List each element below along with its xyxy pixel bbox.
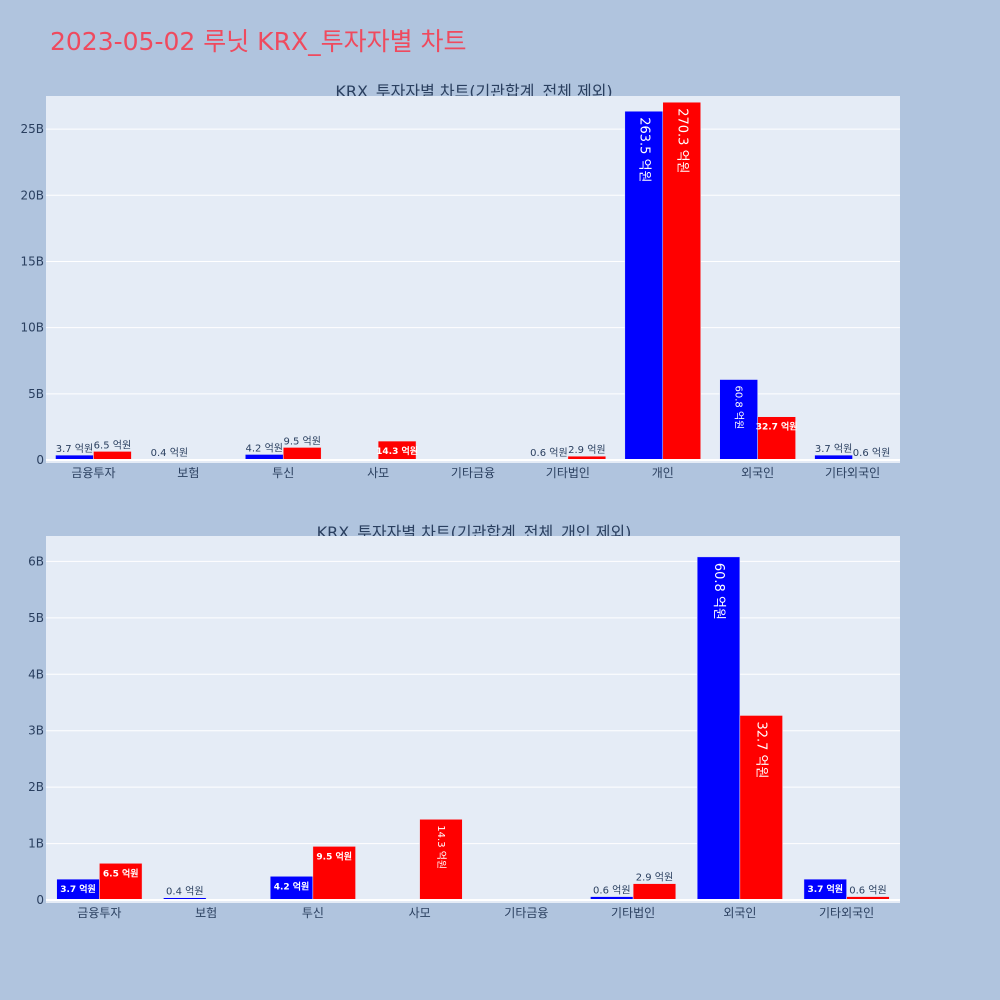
y-tick-label: 0 [36,453,44,467]
data-label: 4.2 억원 [274,880,310,892]
y-tick-label: 1B [28,837,44,851]
y-tick-label: 5B [28,387,44,401]
data-label: 0.6 억원 [530,447,567,459]
y-tick-label: 10B [20,321,44,335]
data-label: 3.7 억원 [56,443,93,455]
data-label: 14.3 억원 [376,445,418,457]
data-label: 60.8 억원 [711,563,726,620]
bar [419,819,463,901]
y-tick-label: 6B [28,554,44,568]
page-title: 2023-05-02 루닛 KRX_투자자별 차트 [50,27,467,56]
data-label: 263.5 억원 [636,117,651,182]
data-label: 60.8 억원 [733,386,745,430]
y-tick-label: 3B [28,724,44,738]
x-tick-label: 외국인 [741,466,774,480]
bar [312,846,356,901]
y-tick-label: 4B [28,667,44,681]
x-tick-label: 투신 [302,906,324,920]
data-label: 0.6 억원 [853,447,890,459]
y-tick-label: 0 [36,893,44,907]
y-tick-label: 15B [20,254,44,268]
data-label: 270.3 억원 [674,108,689,173]
data-label: 32.7 억원 [756,421,798,433]
bar [739,715,783,901]
bar [696,556,741,901]
bar [93,451,132,461]
data-label: 6.5 억원 [103,867,139,879]
x-tick-label: 기타외국인 [819,906,874,920]
data-label: 3.7 억원 [60,883,96,895]
data-label: 4.2 억원 [246,442,283,454]
x-tick-label: 기타외국인 [825,466,880,480]
x-tick-label: 보험 [195,906,217,920]
bar [282,447,322,461]
data-label: 2.9 억원 [636,872,673,884]
data-label: 0.6 억원 [849,885,886,897]
y-tick-label: 2B [28,780,44,794]
x-tick-label: 사모 [409,906,431,920]
y-tick-label: 5B [28,611,44,625]
x-tick-label: 금융투자 [77,906,121,920]
data-label: 2.9 억원 [568,444,605,456]
bar [757,416,796,461]
bar [99,863,143,901]
bar [632,883,677,901]
plot-area [46,96,900,463]
x-tick-label: 기타법인 [611,906,655,920]
x-tick-label: 투신 [272,466,294,480]
data-label: 32.7 억원 [754,721,769,778]
data-label: 9.5 억원 [283,435,320,447]
x-tick-label: 기타법인 [546,466,590,480]
data-label: 6.5 억원 [94,439,131,451]
data-label: 9.5 억원 [316,850,352,862]
x-tick-label: 보험 [177,466,199,480]
bar [624,110,664,461]
y-tick-label: 25B [20,122,44,136]
data-label: 3.7 억원 [815,443,852,455]
bar [719,379,758,461]
data-label: 0.4 억원 [151,447,188,459]
data-label: 0.6 억원 [593,885,630,897]
x-tick-label: 사모 [367,466,389,480]
x-tick-label: 개인 [652,466,674,480]
data-label: 14.3 억원 [435,825,447,869]
x-tick-label: 기타금융 [504,906,548,920]
x-tick-label: 외국인 [723,906,756,920]
y-tick-label: 20B [20,188,44,202]
data-label: 0.4 억원 [166,886,203,898]
x-tick-label: 기타금융 [451,466,495,480]
bar [662,101,701,461]
x-tick-label: 금융투자 [71,466,115,480]
data-label: 3.7 억원 [807,883,843,895]
